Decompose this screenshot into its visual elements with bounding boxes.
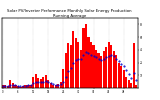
Bar [87,37,90,88]
Bar [110,45,112,88]
Bar [75,38,77,88]
Bar [57,84,59,88]
Bar [82,28,84,88]
Bar [60,82,62,88]
Bar [4,86,6,88]
Bar [97,53,100,88]
Bar [72,31,74,88]
Bar [130,83,132,88]
Bar [27,86,29,88]
Bar [90,42,92,88]
Bar [103,51,105,88]
Title: Solar PV/Inverter Performance Monthly Solar Energy Production Running Average: Solar PV/Inverter Performance Monthly So… [7,9,132,18]
Bar [67,44,69,88]
Bar [85,24,87,88]
Bar [108,42,110,88]
Bar [100,56,102,88]
Bar [35,74,37,88]
Bar [12,83,14,88]
Bar [32,76,34,88]
Bar [133,44,135,88]
Bar [115,55,117,88]
Bar [123,70,125,88]
Bar [52,85,54,88]
Bar [42,76,44,88]
Bar [9,80,12,88]
Bar [29,85,32,88]
Bar [113,51,115,88]
Bar [70,45,72,88]
Bar [128,80,130,88]
Bar [22,86,24,88]
Bar [2,85,4,88]
Bar [65,53,67,88]
Bar [118,62,120,88]
Bar [17,86,19,88]
Bar [80,50,82,88]
Bar [55,86,57,88]
Bar [19,87,22,88]
Bar [37,78,39,88]
Bar [120,66,122,88]
Bar [7,86,9,88]
Bar [62,69,64,88]
Bar [105,47,107,88]
Bar [45,75,47,88]
Bar [47,80,49,88]
Bar [14,86,16,88]
Bar [92,45,95,88]
Bar [95,50,97,88]
Bar [24,86,27,88]
Bar [77,42,80,88]
Bar [40,79,42,88]
Bar [50,83,52,88]
Bar [125,76,127,88]
Bar [135,86,137,88]
